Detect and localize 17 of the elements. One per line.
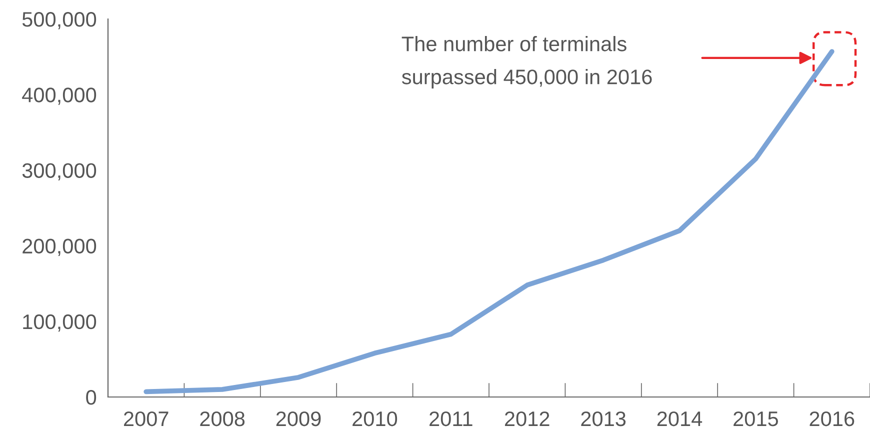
y-tick-label: 100,000 [23, 314, 96, 332]
y-tick-label: 400,000 [22, 88, 96, 105]
x-tick-label: 2011 [430, 411, 472, 426]
x-tick-label: 2007 [124, 411, 168, 426]
x-tick-label: 2013 [581, 411, 626, 426]
y-tick-label: 500,000 [22, 12, 96, 30]
x-tick-label: 2015 [734, 411, 778, 426]
annotation: The number of terminals surpassed 450,000 in 2016 [402, 36, 652, 88]
y-tick-label: 200,000 [22, 238, 96, 256]
y-tick-label: 300,000 [22, 163, 96, 180]
x-tick-label: 2009 [276, 411, 321, 426]
x-tick-label: 2010 [352, 411, 398, 426]
y-tick-label: 0 [86, 390, 96, 405]
x-tick-label: 2016 [810, 411, 854, 426]
x-tick-label: 2012 [504, 411, 550, 426]
x-tick-label: 2014 [657, 411, 702, 426]
x-tick-label: 2008 [200, 411, 245, 426]
